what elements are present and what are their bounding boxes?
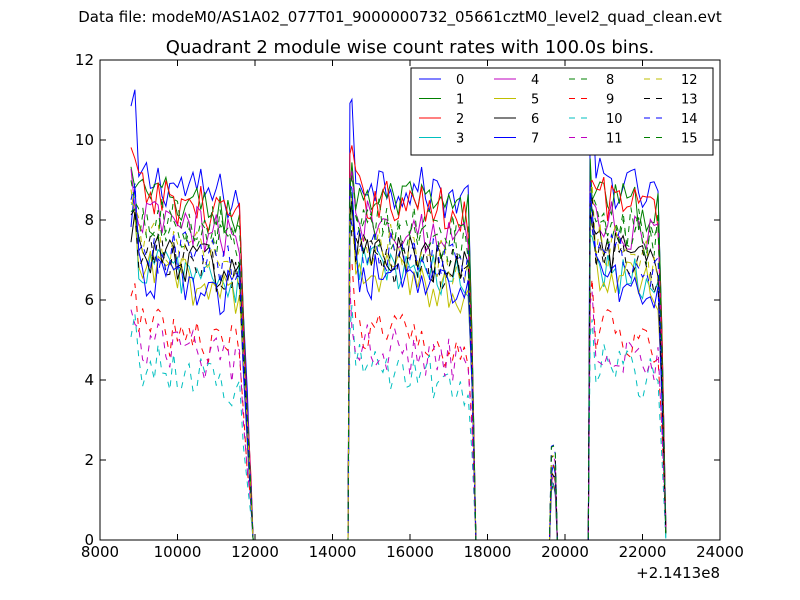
legend-label-1: 1	[456, 93, 464, 108]
y-tick-label: 6	[84, 291, 94, 309]
legend-label-15: 15	[681, 132, 698, 147]
x-tick-label: 16000	[386, 543, 434, 561]
y-tick-label: 8	[84, 211, 94, 229]
legend-label-11: 11	[606, 132, 623, 147]
legend-label-3: 3	[456, 132, 464, 147]
legend-label-5: 5	[531, 93, 539, 108]
series-line-8	[130, 175, 667, 541]
x-tick-label: 14000	[309, 543, 357, 561]
legend-label-6: 6	[531, 112, 539, 127]
legend-label-0: 0	[456, 73, 464, 88]
legend-label-10: 10	[606, 112, 623, 127]
y-tick-label: 2	[84, 451, 94, 469]
legend-label-4: 4	[531, 73, 539, 88]
legend-label-7: 7	[531, 132, 539, 147]
y-tick-label: 0	[84, 531, 94, 549]
series-line-15	[130, 175, 667, 541]
x-tick-label: 24000	[696, 543, 744, 561]
legend-label-13: 13	[681, 93, 698, 108]
legend-label-12: 12	[681, 73, 698, 88]
x-tick-label: 22000	[619, 543, 667, 561]
series-line-5	[130, 189, 667, 541]
series-line-9	[130, 260, 667, 541]
x-offset-label: +2.1413e8	[636, 564, 720, 582]
x-tick-label: 10000	[154, 543, 202, 561]
figure-suptitle: Data file: modeM0/AS1A02_077T01_90000007…	[78, 8, 722, 26]
legend-label-14: 14	[681, 112, 698, 127]
chart-title: Quadrant 2 module wise count rates with …	[165, 37, 655, 58]
plot-lines	[130, 89, 667, 541]
legend-box	[410, 67, 714, 156]
y-tick-label: 12	[75, 51, 94, 69]
legend-label-9: 9	[606, 93, 614, 108]
x-tick-label: 12000	[231, 543, 279, 561]
series-line-11	[130, 286, 667, 541]
x-tick-label: 20000	[541, 543, 589, 561]
series-line-4	[130, 168, 667, 541]
y-tick-label: 4	[84, 371, 94, 389]
series-line-0	[130, 89, 667, 541]
legend-label-2: 2	[456, 112, 464, 127]
x-axis: 8000 10000 12000 14000 16000 18000 20000 22000 2…	[81, 60, 744, 561]
series-line-13	[130, 194, 667, 541]
legend-label-8: 8	[606, 73, 614, 88]
x-tick-label: 18000	[464, 543, 512, 561]
y-tick-label: 10	[75, 131, 94, 149]
x-tick-label: 8000	[81, 543, 119, 561]
